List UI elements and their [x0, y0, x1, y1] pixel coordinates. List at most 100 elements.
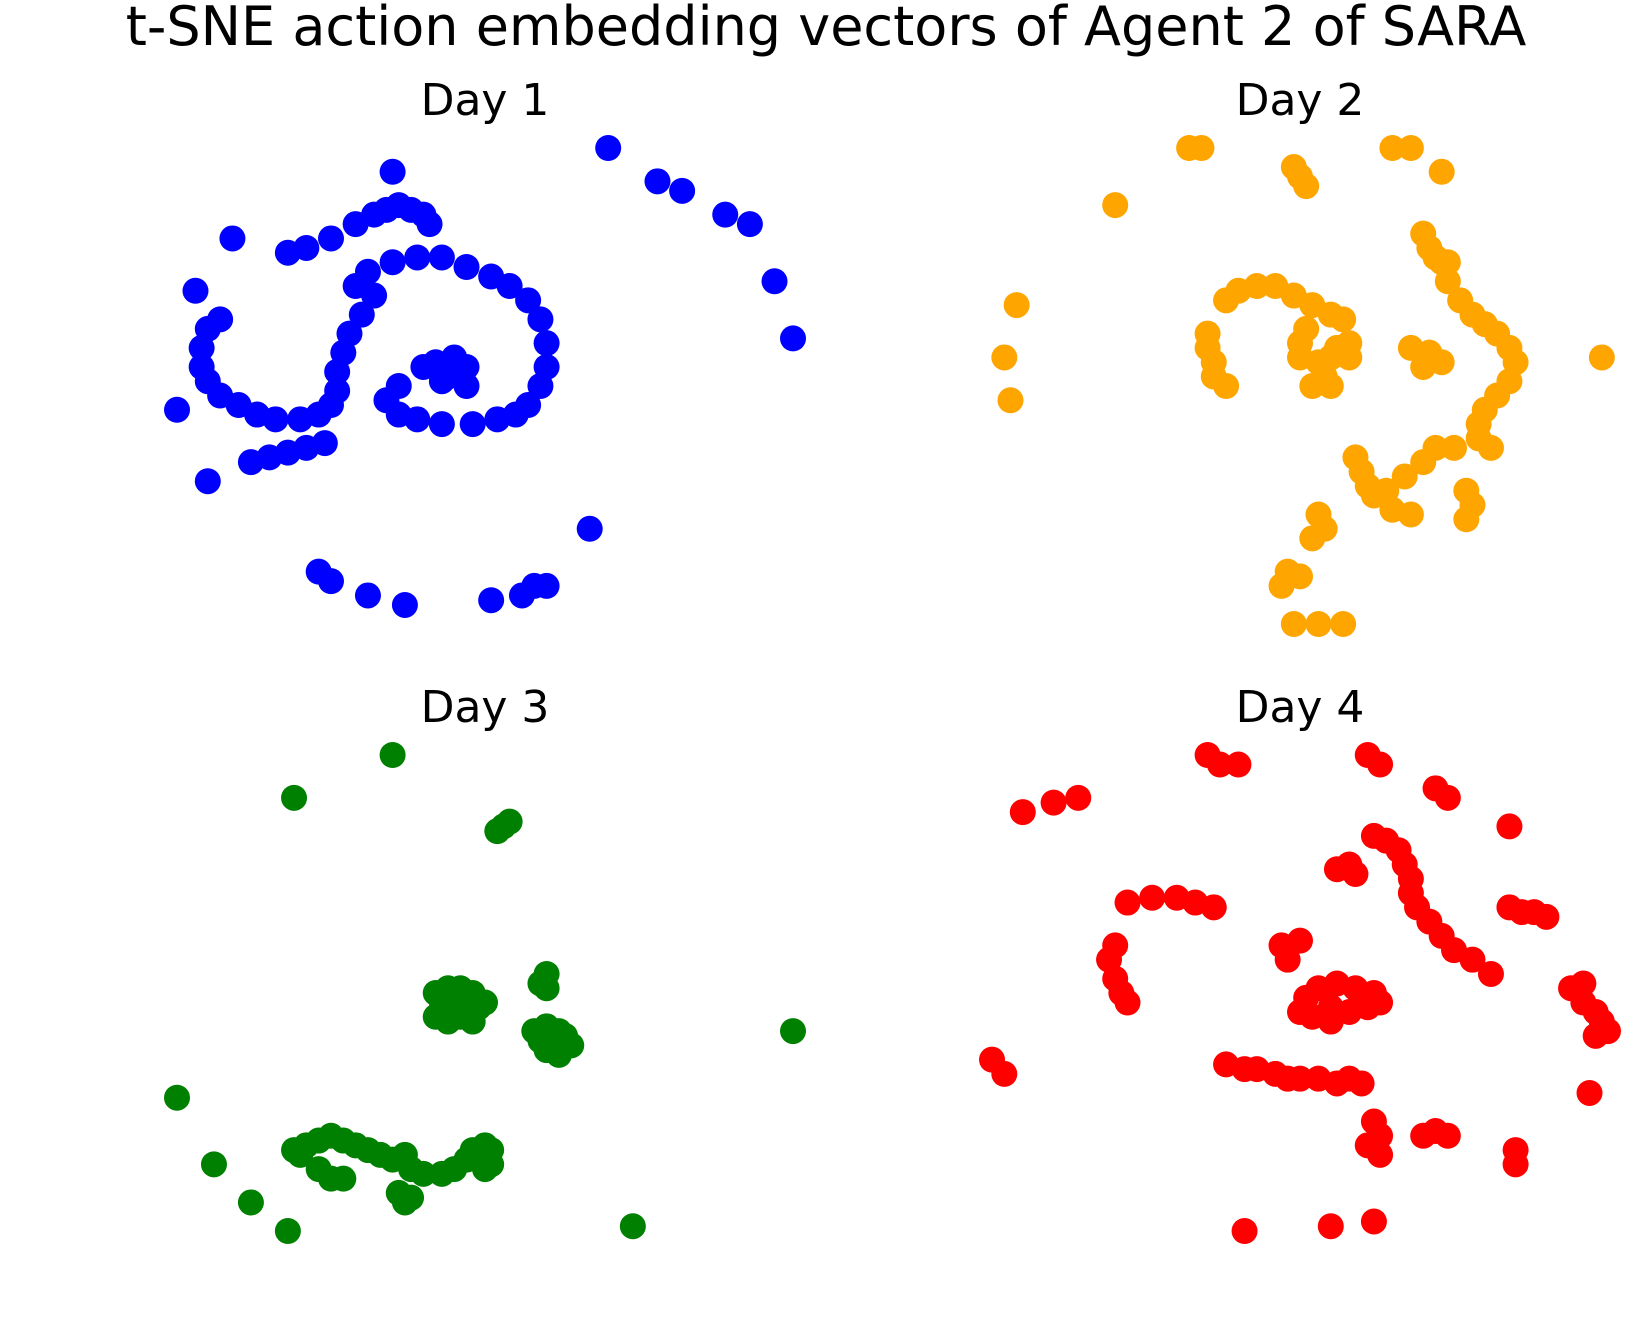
scatter-plot — [164, 742, 806, 1244]
panel-title: Day 1 — [420, 75, 550, 126]
scatter-point — [1336, 344, 1363, 371]
scatter-point — [1391, 463, 1418, 490]
panel-day-4: Day 4 — [979, 682, 1621, 1244]
scatter-point — [1453, 506, 1480, 533]
scatter-plot — [991, 135, 1615, 637]
scatter-point — [712, 201, 739, 228]
scatter-point — [453, 254, 480, 280]
scatter-point — [293, 234, 320, 261]
scatter-point — [188, 334, 215, 361]
scatter-point — [1299, 373, 1326, 399]
scatter-point — [281, 784, 308, 811]
scatter-point — [1330, 611, 1357, 637]
scatter-point — [1422, 434, 1449, 461]
scatter-point — [1003, 292, 1030, 319]
scatter-point — [330, 1165, 357, 1192]
panel-title: Day 2 — [1235, 75, 1365, 126]
scatter-point — [1225, 751, 1252, 778]
scatter-point — [1367, 1141, 1394, 1168]
scatter-point — [262, 406, 289, 433]
scatter-point — [1305, 611, 1332, 637]
scatter-point — [1367, 751, 1394, 778]
scatter-point — [194, 468, 221, 495]
scatter-point — [336, 320, 363, 347]
scatter-point — [527, 970, 554, 997]
scatter-point — [1139, 884, 1166, 911]
scatter-point — [404, 244, 431, 271]
scatter-point — [1533, 903, 1560, 930]
scatter-point — [558, 1032, 585, 1059]
scatter-point — [1379, 135, 1406, 161]
scatter-point — [1582, 1022, 1609, 1049]
panel-day-3: Day 3 — [164, 682, 806, 1244]
scatter-point — [496, 273, 523, 300]
scatter-point — [1348, 1070, 1375, 1097]
scatter-point — [1434, 784, 1461, 811]
scatter-point — [472, 989, 498, 1016]
scatter-point — [1317, 1213, 1344, 1240]
panel-day-1: Day 1 — [164, 75, 806, 636]
panel-title: Day 3 — [420, 682, 550, 733]
scatter-point — [1570, 970, 1597, 997]
scatter-point — [669, 177, 696, 204]
scatter-point — [1477, 960, 1504, 987]
scatter-point — [533, 1037, 560, 1064]
scatter-point — [428, 368, 455, 395]
scatter-point — [1342, 861, 1369, 887]
scatter-point — [219, 225, 246, 252]
panel-day-2: Day 2 — [980, 75, 1620, 637]
scatter-point — [1200, 894, 1227, 921]
scatter-point — [164, 1084, 190, 1111]
scatter-point — [533, 330, 560, 357]
scatter-point — [484, 818, 511, 845]
scatter-point — [1114, 989, 1141, 1016]
scatter-point — [1330, 306, 1357, 333]
scatter-point — [484, 406, 511, 433]
scatter-point — [453, 373, 480, 399]
scatter-point — [416, 211, 443, 238]
scatter-point — [1268, 572, 1295, 599]
scatter-point — [1360, 1208, 1387, 1235]
scatter-point — [761, 268, 788, 295]
scatter-point — [1588, 344, 1615, 371]
scatter-point — [576, 515, 603, 542]
scatter-point — [410, 1160, 437, 1187]
scatter-point — [991, 344, 1018, 371]
scatter-point — [200, 1151, 227, 1178]
scatter-point — [991, 1060, 1018, 1087]
scatter-point — [619, 1213, 646, 1240]
scatter-plot — [164, 135, 806, 618]
scatter-point — [428, 411, 455, 438]
scatter-point — [324, 377, 351, 404]
scatter-point — [1065, 784, 1092, 811]
scatter-point — [472, 1156, 498, 1183]
scatter-point — [354, 582, 381, 609]
scatter-point — [1287, 1065, 1313, 1092]
scatter-point — [1317, 1008, 1344, 1035]
scatter-point — [1397, 135, 1424, 161]
scatter-point — [1434, 268, 1461, 295]
scatter-point — [182, 277, 209, 304]
scatter-point — [274, 1218, 301, 1244]
scatter-point — [1102, 192, 1129, 219]
scatter-point — [311, 430, 338, 457]
scatter-point — [1441, 434, 1467, 461]
scatter-point — [1009, 799, 1036, 826]
scatter-point — [1477, 434, 1504, 461]
scatter-point — [1114, 889, 1141, 916]
scatter-point — [1459, 946, 1486, 973]
scatter-point — [595, 135, 622, 161]
scatter-plot — [979, 742, 1621, 1244]
scatter-point — [318, 568, 344, 595]
panel-title: Day 4 — [1235, 682, 1365, 733]
scatter-point — [644, 168, 671, 195]
scatter-point — [391, 591, 418, 618]
scatter-point — [348, 301, 375, 328]
scatter-point — [1397, 501, 1424, 528]
scatter-point — [997, 387, 1024, 414]
scatter-point — [428, 244, 455, 271]
scatter-point — [1287, 927, 1313, 954]
scatter-point — [1188, 135, 1215, 161]
scatter-point — [1434, 1122, 1461, 1149]
scatter-point — [780, 325, 806, 352]
